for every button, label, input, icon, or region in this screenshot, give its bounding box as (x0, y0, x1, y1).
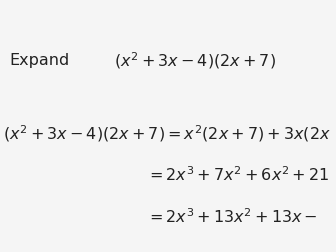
Text: $(x^2 + 3x - 4)(2x + 7) = x^2(2x + 7) + 3x(2x$: $(x^2 + 3x - 4)(2x + 7) = x^2(2x + 7) + … (3, 123, 331, 144)
Text: $= 2x^3 + 13x^2 + 13x -$: $= 2x^3 + 13x^2 + 13x -$ (146, 207, 318, 226)
Text: Expand: Expand (9, 53, 70, 68)
Text: $(x^2 + 3x - 4)(2x + 7)$: $(x^2 + 3x - 4)(2x + 7)$ (114, 50, 276, 71)
Text: $= 2x^3 + 7x^2 + 6x^2 + 21$: $= 2x^3 + 7x^2 + 6x^2 + 21$ (146, 166, 330, 184)
